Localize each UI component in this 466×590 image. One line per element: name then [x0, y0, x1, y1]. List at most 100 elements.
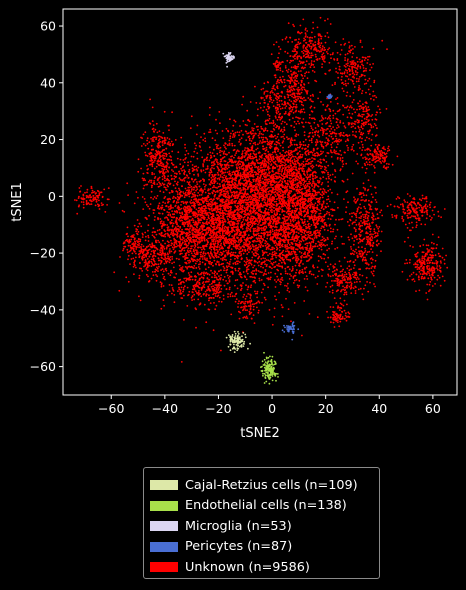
data-point — [242, 218, 245, 221]
data-point — [302, 183, 305, 186]
data-point — [203, 161, 205, 163]
data-point — [225, 203, 228, 205]
data-point — [228, 279, 231, 281]
data-point — [175, 273, 178, 275]
data-point — [260, 133, 263, 135]
data-point — [221, 219, 224, 222]
data-point — [232, 134, 235, 136]
data-point — [240, 129, 243, 132]
data-point — [205, 184, 207, 187]
data-point — [170, 244, 173, 247]
data-point — [302, 165, 304, 168]
data-point — [270, 271, 272, 274]
data-point — [217, 174, 220, 176]
data-point — [245, 204, 248, 206]
data-point — [169, 198, 172, 201]
data-point — [213, 148, 215, 151]
data-point — [264, 185, 267, 188]
data-point — [248, 237, 251, 239]
data-point — [268, 252, 271, 255]
data-point — [238, 179, 241, 182]
data-point — [183, 319, 185, 321]
data-point — [257, 152, 260, 154]
data-point — [249, 262, 252, 265]
data-point — [255, 211, 258, 214]
data-point — [218, 208, 221, 211]
data-point — [208, 114, 211, 116]
data-point — [209, 188, 212, 190]
data-point — [246, 157, 249, 160]
data-point — [207, 229, 210, 232]
data-point — [238, 141, 241, 143]
data-point — [177, 201, 180, 204]
data-point — [203, 271, 205, 274]
data-point — [193, 142, 196, 145]
data-point — [277, 139, 280, 142]
data-point — [217, 255, 220, 258]
data-point — [206, 167, 209, 170]
data-point — [255, 166, 258, 168]
data-point — [174, 233, 177, 236]
data-point — [227, 130, 230, 133]
data-point — [223, 244, 226, 247]
data-point — [253, 202, 255, 204]
data-point — [223, 190, 226, 193]
data-point — [213, 184, 215, 187]
data-point — [181, 247, 184, 250]
data-point — [213, 249, 216, 252]
data-point — [175, 228, 178, 230]
data-point — [208, 178, 211, 181]
data-point — [206, 240, 209, 242]
data-point — [184, 208, 187, 211]
data-point — [171, 216, 174, 219]
data-point — [163, 197, 166, 200]
data-point — [257, 248, 260, 251]
data-point — [195, 189, 197, 192]
data-point — [209, 224, 212, 227]
data-point — [221, 259, 224, 261]
data-point — [264, 199, 266, 201]
data-point — [192, 214, 195, 217]
data-point — [166, 217, 169, 219]
data-point — [210, 216, 213, 219]
data-point — [176, 222, 178, 224]
data-point — [246, 268, 249, 271]
data-point — [209, 106, 211, 109]
data-point — [282, 249, 285, 252]
data-point — [194, 214, 197, 217]
data-point — [179, 268, 181, 271]
data-point — [210, 198, 213, 201]
data-point — [186, 215, 189, 218]
data-point — [212, 229, 215, 231]
data-point — [282, 177, 285, 180]
data-point — [320, 150, 322, 153]
data-point — [236, 196, 239, 199]
data-point — [263, 163, 265, 166]
data-point — [160, 206, 163, 209]
data-point — [216, 226, 218, 229]
data-point — [159, 218, 162, 220]
data-point — [260, 174, 263, 176]
data-point — [252, 186, 254, 189]
data-point — [202, 183, 205, 186]
data-point — [231, 193, 234, 196]
data-point — [201, 255, 204, 257]
data-point — [198, 180, 201, 183]
data-point — [251, 219, 254, 222]
data-point — [191, 164, 194, 166]
data-point — [258, 279, 261, 282]
data-point — [160, 282, 163, 285]
points-layer — [74, 16, 449, 385]
data-point — [165, 246, 168, 249]
data-point — [211, 202, 214, 204]
data-point — [202, 252, 205, 255]
data-point — [255, 204, 257, 207]
data-point — [191, 204, 193, 207]
data-point — [251, 127, 254, 129]
data-point — [151, 231, 154, 234]
data-point — [216, 245, 219, 247]
data-point — [238, 150, 240, 153]
data-point — [264, 239, 267, 242]
data-point — [252, 197, 255, 200]
data-point — [152, 212, 155, 214]
